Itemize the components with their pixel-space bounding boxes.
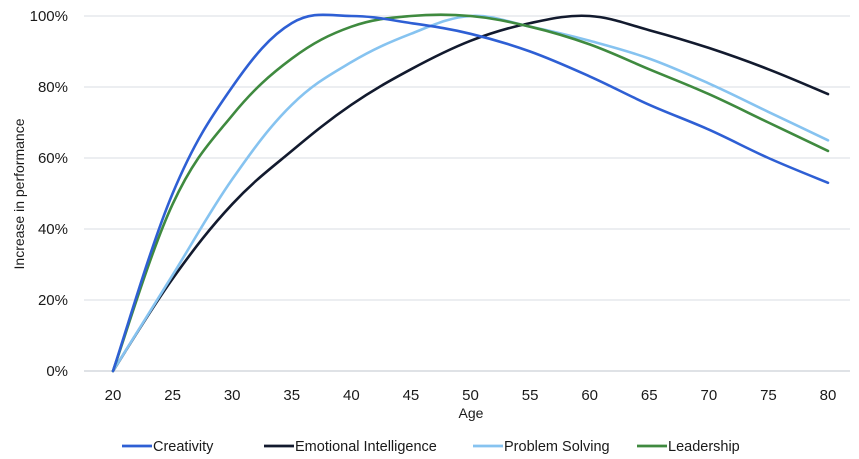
legend-label: Creativity [153, 439, 214, 455]
series-line-emotional-intelligence [111, 14, 830, 373]
x-tick-label: 30 [224, 387, 241, 404]
legend-label: Leadership [668, 439, 740, 455]
x-tick-label: 80 [820, 387, 837, 404]
y-tick-label: 80% [38, 79, 68, 96]
x-tick-labels: 20 25 30 35 40 45 50 55 60 65 70 75 80 [105, 387, 837, 404]
series-lines [111, 13, 830, 373]
x-axis-title: Age [459, 405, 484, 421]
gridlines [84, 15, 850, 372]
x-tick-label: 50 [462, 387, 479, 404]
y-axis-title: Increase in performance [11, 118, 27, 269]
y-tick-label: 20% [38, 292, 68, 309]
legend-item-emotional-intelligence: Emotional Intelligence [264, 439, 437, 455]
legend-label: Problem Solving [504, 439, 610, 455]
x-tick-label: 20 [105, 387, 122, 404]
legend-item-leadership: Leadership [637, 439, 740, 455]
series-line-problem-solving [111, 14, 830, 373]
x-tick-label: 75 [760, 387, 777, 404]
y-tick-label: 40% [38, 221, 68, 238]
x-tick-label: 55 [522, 387, 539, 404]
x-tick-label: 70 [700, 387, 717, 404]
legend-item-creativity: Creativity [122, 439, 214, 455]
legend-label: Emotional Intelligence [295, 439, 437, 455]
y-tick-labels: 0% 20% 40% 60% 80% 100% [30, 8, 68, 380]
x-tick-label: 35 [283, 387, 300, 404]
series-line-creativity [111, 13, 830, 373]
y-tick-label: 60% [38, 150, 68, 167]
x-tick-label: 60 [581, 387, 598, 404]
legend-item-problem-solving: Problem Solving [473, 439, 610, 455]
x-tick-label: 45 [403, 387, 420, 404]
x-tick-label: 40 [343, 387, 360, 404]
y-tick-label: 100% [30, 8, 68, 25]
x-tick-label: 65 [641, 387, 658, 404]
series-line-leadership [111, 13, 830, 373]
x-tick-label: 25 [164, 387, 181, 404]
y-tick-label: 0% [46, 363, 68, 380]
legend: Creativity Emotional Intelligence Problem … [122, 439, 740, 455]
